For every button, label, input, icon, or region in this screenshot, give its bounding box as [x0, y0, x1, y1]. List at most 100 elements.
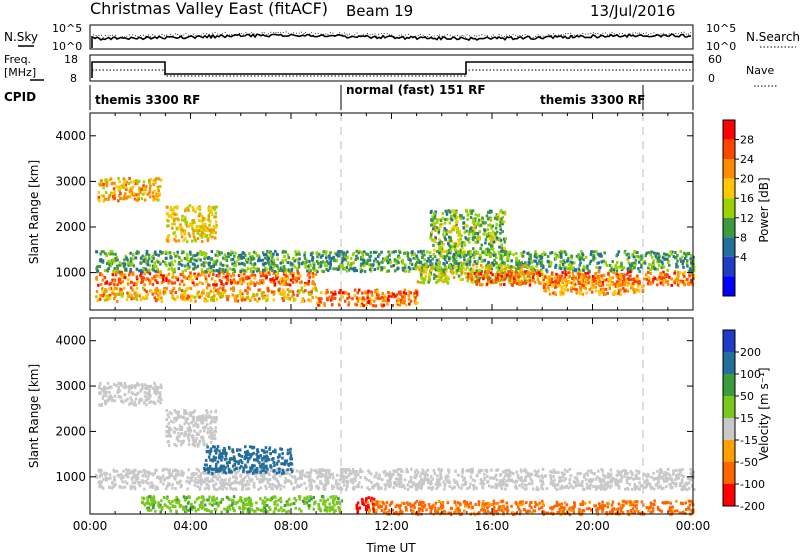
velocity-echo-cell — [523, 483, 527, 487]
power-echo-cell — [629, 270, 632, 274]
power-echo-cell — [271, 280, 274, 284]
power-echo-cell — [199, 229, 203, 232]
power-echo-cell — [374, 296, 377, 300]
power-echo-cell — [500, 257, 503, 261]
velocity-echo-cell — [156, 390, 159, 393]
power-echo-cell — [197, 257, 200, 261]
velocity-echo-cell — [286, 479, 290, 483]
velocity-echo-cell — [453, 480, 457, 484]
power-echo-cell — [469, 216, 473, 219]
power-echo-cell — [472, 279, 475, 283]
power-echo-cell — [574, 276, 577, 280]
power-echo-cell — [504, 252, 507, 256]
power-echo-cell — [207, 263, 211, 267]
power-echo-cell — [120, 270, 124, 274]
power-echo-cell — [188, 277, 191, 281]
velocity-echo-cell — [131, 481, 134, 485]
power-echo-cell — [673, 270, 677, 273]
power-echo-cell — [113, 283, 116, 286]
power-echo-cell — [585, 282, 588, 286]
velocity-echo-cell — [165, 429, 168, 433]
power-echo-cell — [104, 252, 107, 256]
power-echo-cell — [524, 261, 527, 265]
power-echo-cell — [424, 268, 427, 271]
power-echo-cell — [193, 274, 197, 278]
power-echo-cell — [628, 263, 632, 267]
power-echo-cell — [682, 251, 686, 255]
velocity-echo-cell — [681, 468, 684, 472]
velocity-echo-cell — [155, 386, 159, 389]
velocity-echo-cell — [577, 471, 581, 475]
power-echo-cell — [116, 299, 119, 303]
velocity-echo-cell — [316, 470, 320, 474]
power-echo-cell — [519, 274, 522, 278]
power-echo-cell — [266, 250, 269, 253]
power-echo-cell — [360, 251, 364, 254]
power-echo-cell — [684, 252, 687, 256]
power-echo-cell — [559, 276, 562, 280]
power-echo-cell — [556, 278, 559, 282]
power-echo-cell — [661, 280, 664, 284]
power-echo-cell — [139, 298, 143, 302]
power-echo-cell — [257, 288, 260, 292]
power-echo-cell — [252, 270, 255, 274]
power-echo-cell — [598, 254, 601, 258]
power-echo-cell — [407, 270, 411, 273]
power-echo-cell — [445, 228, 448, 232]
power-echo-cell — [565, 282, 568, 286]
power-echo-cell — [579, 286, 583, 290]
velocity-echo-cell — [209, 426, 212, 430]
velocity-echo-cell — [199, 483, 203, 486]
power-echo-cell — [389, 292, 393, 296]
power-echo-cell — [436, 242, 439, 245]
power-echo-cell — [121, 294, 124, 298]
power-echo-cell — [566, 271, 569, 275]
power-echo-cell — [433, 214, 437, 218]
power-echo-cell — [173, 268, 176, 272]
power-echo-cell — [189, 275, 193, 279]
velocity-echo-cell — [146, 392, 149, 396]
power-echo-cell — [517, 263, 520, 267]
velocity-echo-cell — [632, 477, 635, 481]
power-echo-cell — [169, 254, 172, 258]
power-echo-cell — [382, 258, 386, 262]
power-echo-cell — [198, 295, 201, 299]
power-echo-cell — [201, 228, 204, 232]
power-echo-cell — [130, 280, 133, 284]
velocity-echo-cell — [256, 477, 259, 481]
power-echo-cell — [480, 283, 484, 287]
velocity-echo-cell — [183, 422, 186, 426]
power-echo-cell — [447, 209, 450, 213]
velocity-echo-cell — [226, 482, 230, 486]
power-echo-cell — [527, 253, 531, 257]
power-echo-cell — [450, 228, 454, 232]
power-echo-cell — [96, 269, 100, 273]
power-echo-cell — [689, 254, 693, 258]
power-echo-cell — [102, 186, 105, 190]
velocity-echo-cell — [506, 474, 510, 478]
power-echo-cell — [139, 268, 143, 272]
velocity-echo-cell — [620, 476, 624, 480]
power-echo-cell — [444, 209, 448, 213]
velocity-echo-cell — [450, 487, 454, 491]
power-echo-cell — [501, 260, 504, 264]
velocity-echo-cell — [127, 468, 131, 472]
power-echo-cell — [396, 297, 400, 301]
velocity-echo-cell — [224, 478, 227, 482]
power-echo-cell — [444, 237, 447, 241]
power-echo-cell — [372, 304, 375, 308]
velocity-echo-cell — [154, 384, 157, 388]
power-echo-cell — [337, 265, 341, 269]
velocity-echo-cell — [166, 413, 169, 417]
power-echo-cell — [281, 269, 284, 273]
velocity-echo-cell — [671, 481, 674, 485]
power-echo-cell — [298, 289, 302, 293]
velocity-echo-cell — [610, 484, 613, 488]
power-echo-cell — [207, 217, 211, 221]
power-echo-cell — [657, 256, 661, 260]
power-echo-cell — [289, 278, 293, 282]
power-echo-cell — [608, 264, 612, 267]
power-echo-cell — [155, 192, 158, 196]
power-echo-cell — [465, 262, 468, 266]
power-echo-cell — [361, 296, 365, 300]
